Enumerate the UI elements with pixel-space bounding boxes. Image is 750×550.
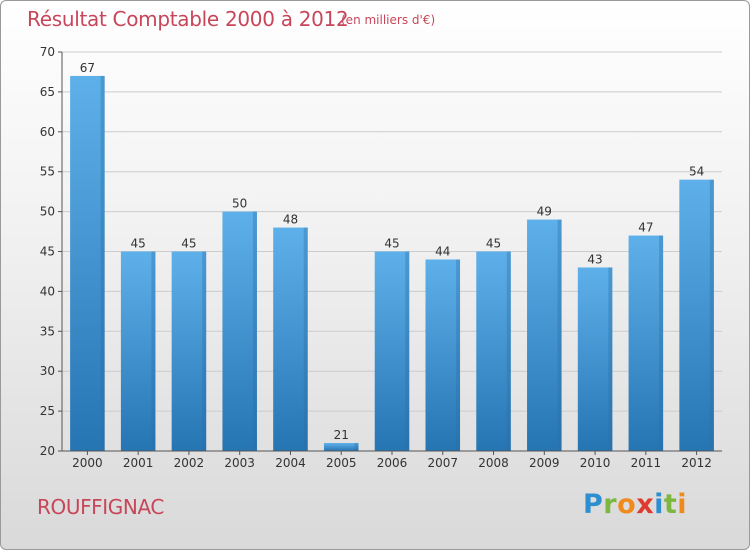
data-label: 45 (384, 237, 399, 251)
bar-2007 (425, 259, 461, 451)
x-tick-label: 2006 (377, 456, 408, 470)
x-tick-label: 2005 (326, 456, 357, 470)
chart-subtitle: (en milliers d'€) (341, 13, 436, 27)
bar-2008 (476, 251, 511, 451)
data-label: 47 (638, 221, 653, 235)
bar-shade (151, 251, 156, 451)
data-label: 44 (435, 244, 450, 258)
bar-shade (557, 219, 562, 451)
brand-letter: i (677, 489, 688, 520)
bar-2005 (323, 443, 359, 451)
bar-2002 (171, 251, 207, 451)
bar-2001 (120, 251, 156, 451)
bar-shade (506, 251, 511, 451)
bar-shade (354, 443, 359, 451)
data-label: 45 (486, 237, 501, 251)
y-tick-label: 60 (40, 125, 55, 139)
bar-2003 (222, 211, 257, 451)
brand-logo: Proxiti (583, 489, 687, 520)
bar-2006 (374, 251, 410, 451)
y-tick-label: 50 (40, 205, 55, 219)
brand-letter: i (654, 489, 664, 520)
bar-2000 (70, 75, 105, 451)
data-label: 54 (689, 165, 704, 179)
x-tick-label: 2004 (275, 456, 306, 470)
bar-2011 (628, 235, 664, 451)
y-tick-label: 65 (40, 85, 55, 99)
bar-shade (709, 179, 714, 451)
bar-shade (405, 251, 410, 451)
bar-shade (252, 211, 257, 451)
brand-letter: o (617, 489, 637, 520)
data-label: 43 (587, 252, 602, 266)
bar-shade (303, 227, 308, 451)
data-label: 50 (232, 197, 247, 211)
y-tick-label: 35 (40, 324, 55, 338)
data-label: 49 (537, 205, 552, 219)
brand-letter: x (636, 489, 655, 520)
y-tick-label: 20 (40, 444, 55, 458)
brand-letter: r (603, 489, 618, 520)
x-tick-label: 2003 (224, 456, 255, 470)
bar-2012 (679, 179, 714, 451)
y-tick-label: 45 (40, 245, 55, 259)
y-tick-label: 70 (40, 45, 55, 59)
data-label: 45 (181, 237, 196, 251)
x-tick-label: 2008 (478, 456, 509, 470)
x-tick-label: 2011 (631, 456, 662, 470)
brand-letter: P (583, 489, 604, 520)
bar-shade (202, 251, 207, 451)
x-tick-label: 2010 (580, 456, 611, 470)
bar-shade (100, 75, 105, 451)
x-tick-label: 2009 (529, 456, 560, 470)
x-tick-label: 2001 (123, 456, 154, 470)
city-name: ROUFFIGNAC (37, 495, 164, 519)
data-label: 21 (334, 428, 349, 442)
bar-shade (608, 267, 613, 451)
brand-letter: t (663, 489, 678, 520)
chart-title: Résultat Comptable 2000 à 2012 (27, 7, 349, 31)
bar-shade (456, 259, 461, 451)
y-tick-label: 40 (40, 284, 55, 298)
x-tick-label: 2002 (174, 456, 205, 470)
data-label: 48 (283, 213, 298, 227)
bar-2009 (527, 219, 562, 451)
y-tick-label: 55 (40, 165, 55, 179)
y-tick-label: 30 (40, 364, 55, 378)
bar-2010 (577, 267, 613, 451)
bar-shade (659, 235, 664, 451)
bar-2004 (273, 227, 308, 451)
data-label: 67 (80, 61, 95, 75)
x-tick-label: 2000 (72, 456, 103, 470)
x-tick-label: 2012 (681, 456, 712, 470)
y-tick-label: 25 (40, 404, 55, 418)
data-label: 45 (131, 237, 146, 251)
x-tick-label: 2007 (427, 456, 458, 470)
